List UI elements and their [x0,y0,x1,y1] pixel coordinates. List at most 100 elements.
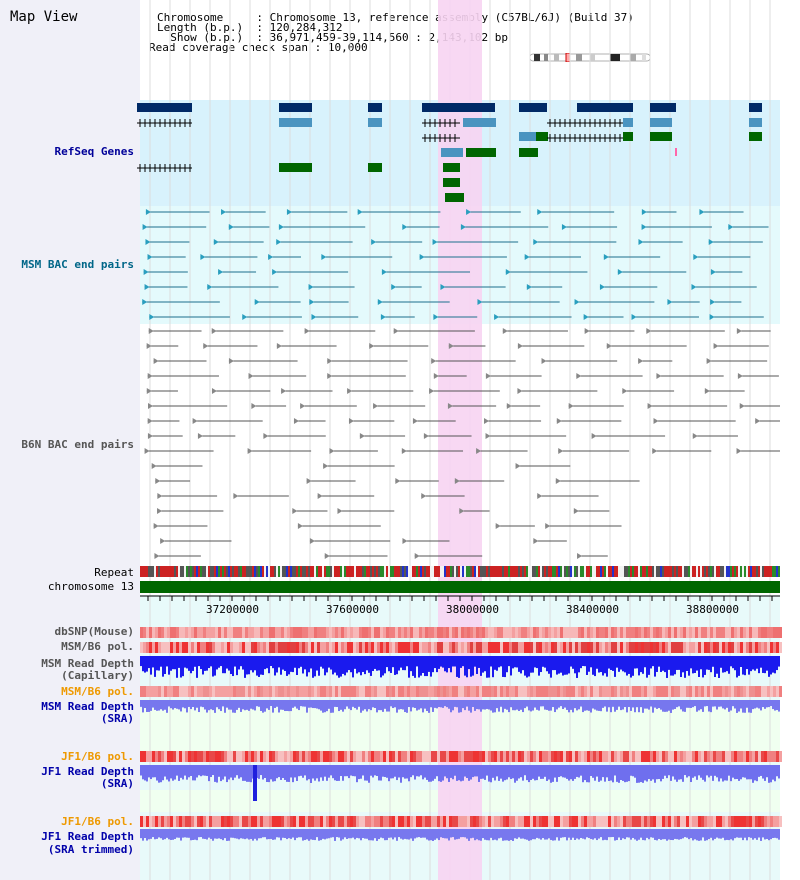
repeat-element [634,566,636,577]
density-strip [248,751,251,762]
density-strip [707,627,710,638]
read-depth-bar [228,700,230,710]
repeat-element [604,566,606,577]
density-strip [146,642,149,653]
density-strip [293,816,296,827]
density-strip [734,751,737,762]
read-depth-bar [200,700,202,707]
read-depth-bar [362,656,364,672]
density-strip [482,751,485,762]
repeat-element [272,566,274,577]
density-strip [251,642,254,653]
density-strip [710,686,713,697]
b6n-bac-end [337,508,343,514]
read-depth-bar [230,829,232,838]
density-strip [251,751,254,762]
density-strip [635,816,638,827]
density-strip [389,816,392,827]
read-depth-bar [404,765,406,779]
density-strip [152,751,155,762]
read-depth-bar [624,829,626,840]
read-depth-bar [398,656,400,671]
density-strip [422,642,425,653]
density-strip [764,686,767,697]
read-depth-bar [432,765,434,781]
read-depth-bar [238,700,240,708]
read-depth-bar [492,700,494,713]
read-depth-bar [742,656,744,675]
read-depth-bar [434,700,436,708]
density-strip [383,642,386,653]
read-depth-bar [638,700,640,713]
density-strip [713,816,716,827]
repeat-element [594,566,596,577]
read-depth-bar [478,829,480,841]
density-strip [773,751,776,762]
read-depth-bar [228,829,230,841]
density-strip [275,627,278,638]
density-strip [143,627,146,638]
read-depth-bar [436,829,438,839]
read-depth-bar [496,656,498,671]
read-depth-bar [572,829,574,838]
read-depth-bar [548,829,550,839]
read-depth-bar [508,700,510,713]
density-strip [311,686,314,697]
read-depth-bar [592,765,594,778]
density-strip [197,642,200,653]
density-strip [602,686,605,697]
read-depth-bar [314,765,316,781]
read-depth-bar [378,656,380,671]
density-strip [698,627,701,638]
density-strip [200,751,203,762]
header-key: Length (b.p.) [157,21,257,34]
density-strip [611,627,614,638]
read-depth-bar [608,656,610,669]
density-strip [554,816,557,827]
density-strip [749,627,752,638]
read-depth-bar [540,656,542,673]
density-strip [428,751,431,762]
repeat-element [650,566,652,577]
density-strip [140,686,143,697]
read-depth-bar [572,656,574,669]
density-strip [662,751,665,762]
read-depth-bar [364,656,366,675]
read-depth-bar [656,829,658,841]
read-depth-bar [634,829,636,840]
density-strip [761,627,764,638]
density-strip [626,642,629,653]
density-strip [572,816,575,827]
repeat-element [694,566,696,577]
density-strip [398,751,401,762]
read-depth-bar [652,656,654,667]
density-strip [770,627,773,638]
density-strip [383,627,386,638]
read-depth-bar [708,829,710,840]
read-depth-bar [276,829,278,838]
read-depth-bar [392,765,394,779]
repeat-element [194,566,196,577]
density-strip [530,816,533,827]
density-strip [698,686,701,697]
density-strip [248,686,251,697]
read-depth-bar [452,829,454,838]
density-strip [320,686,323,697]
density-strip [515,627,518,638]
read-depth-bar [266,765,268,782]
msm-bac-end [380,314,386,320]
read-depth-bar [250,765,252,783]
read-depth-bar [378,829,380,840]
header-key: Show (b.p.) [157,31,257,44]
read-depth-bar [272,829,274,840]
read-depth-bar [486,656,488,678]
density-strip [638,642,641,653]
density-strip [719,751,722,762]
read-depth-bar [544,765,546,777]
repeat-element [500,566,502,577]
repeat-element [292,566,294,577]
density-strip [617,816,620,827]
read-depth-bar [692,765,694,778]
density-strip [773,686,776,697]
